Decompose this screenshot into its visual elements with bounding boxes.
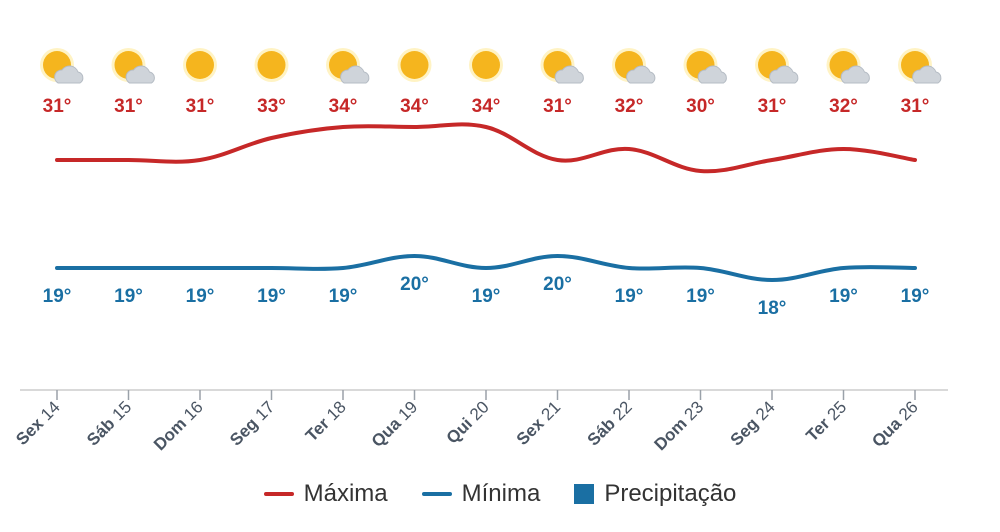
x-tick-label: Sáb 15	[83, 397, 135, 449]
cloud-shape	[340, 65, 370, 84]
series-line-max	[55, 122, 917, 174]
x-axis-labels: Sex 14 Sáb 15 Dom 16 Seg 17 Ter 18 Qua 19 Qui …	[12, 397, 922, 454]
max-temp-label: 30°	[686, 96, 715, 117]
min-temp-label: 19°	[615, 286, 644, 307]
max-temp-label: 31°	[758, 96, 787, 117]
max-temp-label: 31°	[186, 96, 215, 117]
partly-cloudy-icon	[612, 48, 656, 84]
partly-cloudy-icon	[683, 48, 727, 84]
partly-cloudy-icon	[540, 48, 584, 84]
sun-icon	[183, 48, 217, 82]
x-tick-label: Ter 25	[802, 397, 850, 445]
min-temp-label: 19°	[329, 286, 358, 307]
x-tick-label: Sáb 22	[584, 397, 636, 449]
max-temp-label: 31°	[543, 96, 572, 117]
x-tick-label: Sex 14	[12, 397, 64, 449]
x-tick-label: Qui 20	[443, 397, 493, 447]
sun-disc	[400, 51, 429, 79]
cloud-shape	[912, 65, 942, 84]
cloud-shape	[554, 65, 584, 84]
sun-disc	[472, 51, 500, 79]
x-tick-label: Dom 16	[150, 397, 207, 454]
x-tick-label: Sex 21	[513, 397, 565, 449]
cloud-shape	[840, 65, 870, 84]
max-temp-label: 31°	[114, 96, 143, 117]
max-temp-label: 32°	[615, 96, 644, 117]
max-temp-label: 34°	[472, 96, 501, 117]
sun-disc	[186, 51, 214, 79]
cloud-shape	[769, 65, 799, 84]
chart-legend: Máxima Mínima Precipitação	[0, 480, 1000, 508]
min-temp-label: 19°	[901, 286, 930, 307]
legend-label-max: Máxima	[303, 480, 388, 507]
sun-icon	[254, 48, 289, 82]
min-temp-label: 20°	[543, 274, 572, 295]
max-temp-label: 31°	[901, 96, 930, 117]
cloud-shape	[697, 65, 727, 84]
partly-cloudy-icon	[111, 48, 155, 84]
min-temp-label: 20°	[400, 274, 429, 295]
max-temp-label: 33°	[257, 96, 286, 117]
max-temp-labels: 31° 31° 31° 33° 34° 34° 34° 31° 32° 30° 31° 32° 31°	[43, 96, 930, 117]
cloud-shape	[54, 65, 84, 84]
max-temp-label: 34°	[400, 96, 429, 117]
x-tick-label: Qua 26	[868, 397, 922, 451]
partly-cloudy-icon	[826, 48, 870, 84]
x-tick-label: Qua 19	[368, 397, 422, 451]
cloud-shape	[125, 65, 155, 84]
min-temp-label: 19°	[829, 286, 858, 307]
cloud-shape	[626, 65, 656, 84]
temperature-lines	[55, 122, 917, 283]
partly-cloudy-icon	[898, 48, 942, 84]
partly-cloudy-icon	[326, 48, 370, 84]
sun-icon	[469, 48, 503, 82]
max-temp-label: 34°	[329, 96, 358, 117]
min-temp-label: 19°	[686, 286, 715, 307]
x-tick-label: Seg 17	[226, 397, 278, 449]
max-temp-label: 31°	[43, 96, 72, 117]
min-temp-label: 19°	[114, 286, 143, 307]
sun-icon	[397, 48, 432, 82]
sun-disc	[257, 51, 286, 79]
min-temp-label: 19°	[257, 286, 286, 307]
x-tick-label: Seg 24	[727, 397, 779, 449]
min-temp-label: 19°	[472, 286, 501, 307]
max-temp-label: 32°	[829, 96, 858, 117]
min-temp-label: 19°	[186, 286, 215, 307]
legend-swatch-max	[263, 492, 294, 496]
legend-swatch-precip	[574, 484, 595, 504]
legend-swatch-min	[421, 492, 452, 496]
partly-cloudy-icon	[755, 48, 799, 84]
legend-label-min: Mínima	[461, 480, 541, 507]
min-temp-label: 19°	[43, 286, 72, 307]
x-tick-label: Ter 18	[302, 397, 350, 445]
weather-icons	[40, 48, 942, 84]
min-temp-labels: 19° 19° 19° 19° 19° 20° 19° 20° 19° 19° 18° 19° 19°	[43, 274, 930, 319]
x-tick-label: Dom 23	[650, 397, 707, 454]
legend-item-precip: Precipitação	[574, 480, 736, 508]
min-temp-label: 18°	[758, 298, 787, 319]
legend-label-precip: Precipitação	[604, 480, 737, 507]
series-line-min	[55, 253, 917, 283]
legend-item-min: Mínima	[421, 480, 541, 508]
legend-item-max: Máxima	[263, 480, 388, 508]
partly-cloudy-icon	[40, 48, 84, 84]
x-axis-ticks	[56, 390, 916, 400]
